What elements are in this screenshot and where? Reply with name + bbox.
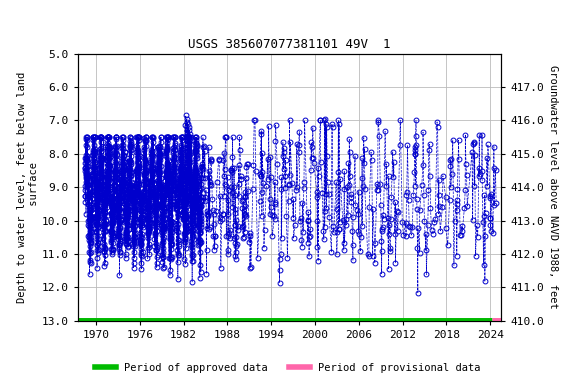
Title: USGS 385607077381101 49V  1: USGS 385607077381101 49V 1 xyxy=(188,38,391,51)
Legend: Period of approved data, Period of provisional data: Period of approved data, Period of provi… xyxy=(91,359,485,377)
Y-axis label: Depth to water level, feet below land
 surface: Depth to water level, feet below land su… xyxy=(17,71,39,303)
Y-axis label: Groundwater level above NAVD 1988, feet: Groundwater level above NAVD 1988, feet xyxy=(548,65,558,309)
